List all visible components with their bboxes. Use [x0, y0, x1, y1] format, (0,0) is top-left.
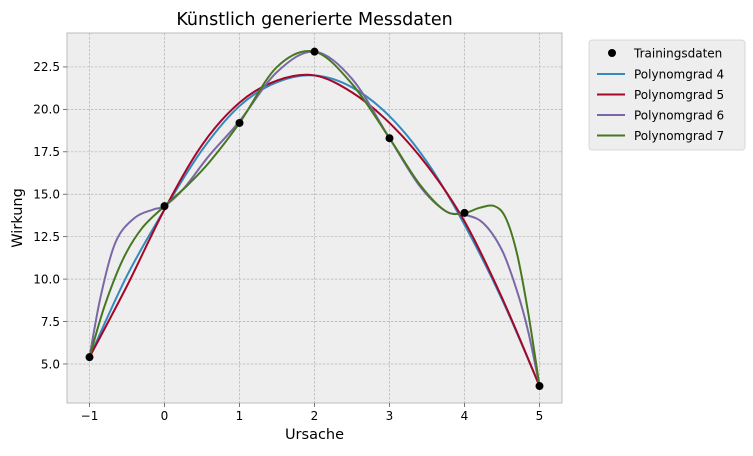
- training-point: [385, 134, 394, 143]
- x-tick-label: 2: [311, 409, 319, 423]
- x-axis-label: Ursache: [285, 427, 344, 443]
- x-tick-label: 5: [536, 409, 544, 423]
- y-tick-label: 7.5: [41, 315, 60, 329]
- y-tick-label: 22.5: [33, 60, 60, 74]
- y-tick-label: 20.0: [33, 103, 60, 117]
- series-line-polynomgrad-5: [88, 73, 541, 387]
- training-point: [85, 353, 94, 362]
- y-axis-label: Wirkung: [10, 188, 26, 248]
- training-point: [535, 382, 544, 391]
- legend-marker-trainingsdaten: [608, 49, 616, 57]
- legend-label: Polynomgrad 4: [634, 68, 724, 82]
- legend-label: Polynomgrad 5: [634, 88, 724, 102]
- legend-label: Polynomgrad 6: [634, 109, 724, 123]
- y-tick-label: 17.5: [33, 145, 60, 159]
- training-point: [235, 118, 244, 127]
- x-tick-label: 1: [236, 409, 244, 423]
- series-line-polynomgrad-7: [88, 50, 541, 387]
- legend-box: [588, 39, 746, 151]
- training-point: [310, 47, 319, 56]
- grid: [67, 33, 562, 403]
- legend-label: Trainingsdaten: [633, 47, 722, 61]
- x-tick-label: 0: [161, 409, 169, 423]
- chart-title: Künstlich generierte Messdaten: [176, 10, 452, 30]
- y-tick-label: 12.5: [33, 230, 60, 244]
- training-point: [460, 208, 469, 217]
- x-tick-label: −1: [81, 409, 99, 423]
- x-ticks: −1 0 1 2 3 4 5: [81, 403, 544, 423]
- y-tick-label: 15.0: [33, 188, 60, 202]
- x-tick-label: 4: [461, 409, 469, 423]
- y-ticks: 5.0 7.5 10.0 12.5 15.0 17.5 20.0 22.5: [33, 60, 67, 371]
- legend: Trainingsdaten Polynomgrad 4 Polynomgrad 5…: [588, 39, 746, 151]
- training-point: [160, 202, 169, 211]
- y-tick-label: 5.0: [41, 357, 60, 371]
- legend-label: Polynomgrad 7: [634, 129, 724, 143]
- training-points: [85, 47, 544, 391]
- x-tick-label: 3: [386, 409, 394, 423]
- y-tick-label: 10.0: [33, 272, 60, 286]
